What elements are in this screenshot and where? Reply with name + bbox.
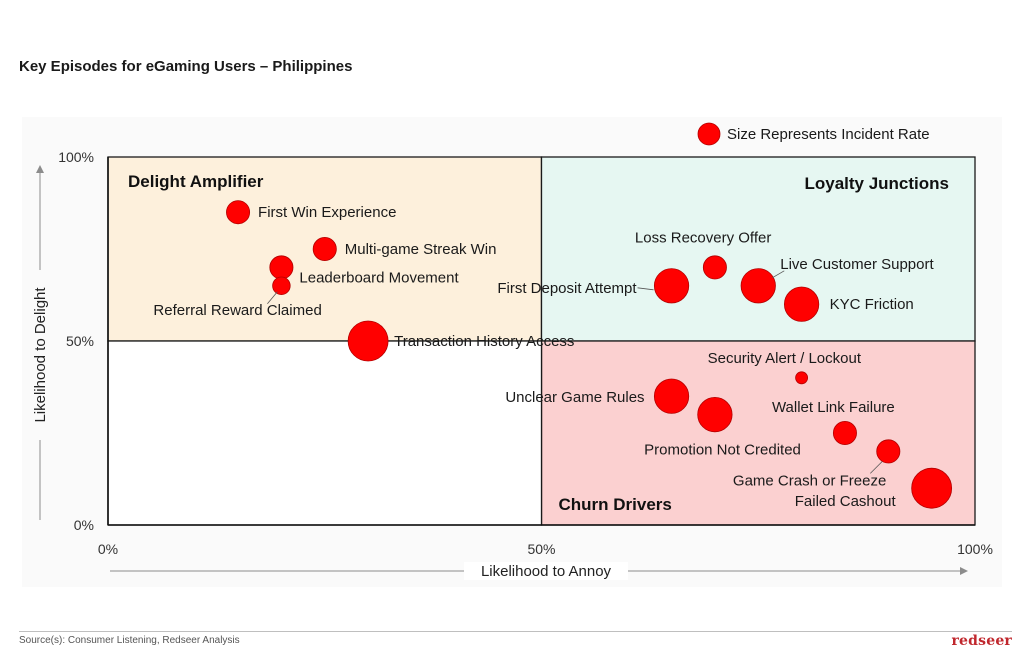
quadrant-label-loyalty-junctions: Loyalty Junctions [804, 174, 949, 193]
bubble-promotion-not-credited [697, 396, 733, 433]
point-label-layer: First Win Experience Multi-game Streak Wi… [153, 204, 934, 510]
point-label-unclear-game-rules: Unclear Game Rules [505, 389, 644, 406]
bubble-first-win-experience [226, 200, 251, 225]
point-label-referral-reward-claimed: Referral Reward Claimed [153, 302, 321, 319]
x-axis-arrowhead [960, 567, 968, 575]
bubble-unclear-game-rules [653, 378, 690, 414]
bubble-multi-game-streak-win [312, 236, 337, 261]
bubble-wallet-link-failure [832, 420, 857, 445]
y-axis-title-backdrop [31, 270, 49, 440]
legend: Size Represents Incident Rate [697, 122, 930, 146]
y-tick-label: 100% [58, 149, 94, 165]
source-note: Source(s): Consumer Listening, Redseer A… [19, 635, 240, 646]
x-tick-label: 100% [957, 541, 993, 557]
bubble-security-alert-lockout [795, 371, 808, 385]
quadrant-loyalty-junctions [540, 156, 976, 342]
x-axis-title: Likelihood to Annoy [481, 563, 612, 580]
bubble-kyc-friction [783, 286, 820, 322]
leader-line [870, 461, 883, 474]
bubble-game-crash-or-freeze [876, 439, 901, 464]
bubble-loss-recovery-offer [702, 255, 727, 280]
point-label-first-deposit-attempt: First Deposit Attempt [497, 280, 637, 297]
x-tick-label: 0% [98, 541, 118, 557]
point-label-kyc-friction: KYC Friction [830, 296, 914, 313]
quadrant-layer: Delight Amplifier Loyalty Junctions Churn … [107, 156, 976, 526]
y-axis-arrowhead [36, 165, 44, 173]
legend-bubble-icon [697, 122, 721, 146]
point-label-security-alert-lockout: Security Alert / Lockout [708, 350, 862, 367]
x-tick-label: 50% [527, 541, 555, 557]
bubble-chart: Delight Amplifier Loyalty Junctions Churn … [31, 122, 993, 580]
bubble-referral-reward-claimed [272, 276, 291, 296]
point-label-promotion-not-credited: Promotion Not Credited [644, 442, 801, 459]
y-tick-label: 50% [66, 333, 94, 349]
point-label-multi-game-streak-win: Multi-game Streak Win [345, 241, 497, 258]
leader-line [772, 270, 785, 279]
bubble-failed-cashout [911, 467, 953, 509]
point-label-failed-cashout: Failed Cashout [795, 493, 897, 510]
y-axis-title: Likelihood to Delight [32, 287, 49, 423]
legend-label: Size Represents Incident Rate [727, 126, 930, 143]
y-tick-label: 0% [74, 517, 94, 533]
leader-line [267, 291, 278, 305]
point-label-wallet-link-failure: Wallet Link Failure [772, 399, 895, 416]
quadrant-label-churn-drivers: Churn Drivers [559, 495, 672, 514]
point-label-leaderboard-movement: Leaderboard Movement [299, 269, 459, 286]
footer-divider [19, 631, 1012, 632]
point-label-live-customer-support: Live Customer Support [780, 256, 934, 273]
axes-layer: 0% 50% 100% 0% 50% 100% Likelihood to Annoy Lik… [31, 149, 993, 580]
bubble-transaction-history-access [347, 320, 389, 362]
leader-line [637, 287, 654, 291]
bubble-leaderboard-movement [269, 255, 294, 280]
quadrant-label-delight-amplifier: Delight Amplifier [128, 172, 264, 191]
page-title: Key Episodes for eGaming Users – Philipp… [19, 58, 353, 75]
point-label-game-crash-or-freeze: Game Crash or Freeze [733, 472, 886, 489]
point-label-transaction-history-access: Transaction History Access [394, 333, 574, 350]
point-label-first-win-experience: First Win Experience [258, 204, 396, 221]
bubble-layer [226, 200, 953, 509]
quadrant-churn-drivers [540, 340, 976, 526]
point-label-loss-recovery-offer: Loss Recovery Offer [635, 229, 771, 246]
brand-logo: redseer [951, 633, 1012, 649]
x-axis-title-backdrop [464, 562, 628, 580]
quadrant-blank [107, 340, 543, 526]
bubble-live-customer-support [740, 268, 776, 304]
bubble-first-deposit-attempt [653, 268, 690, 304]
